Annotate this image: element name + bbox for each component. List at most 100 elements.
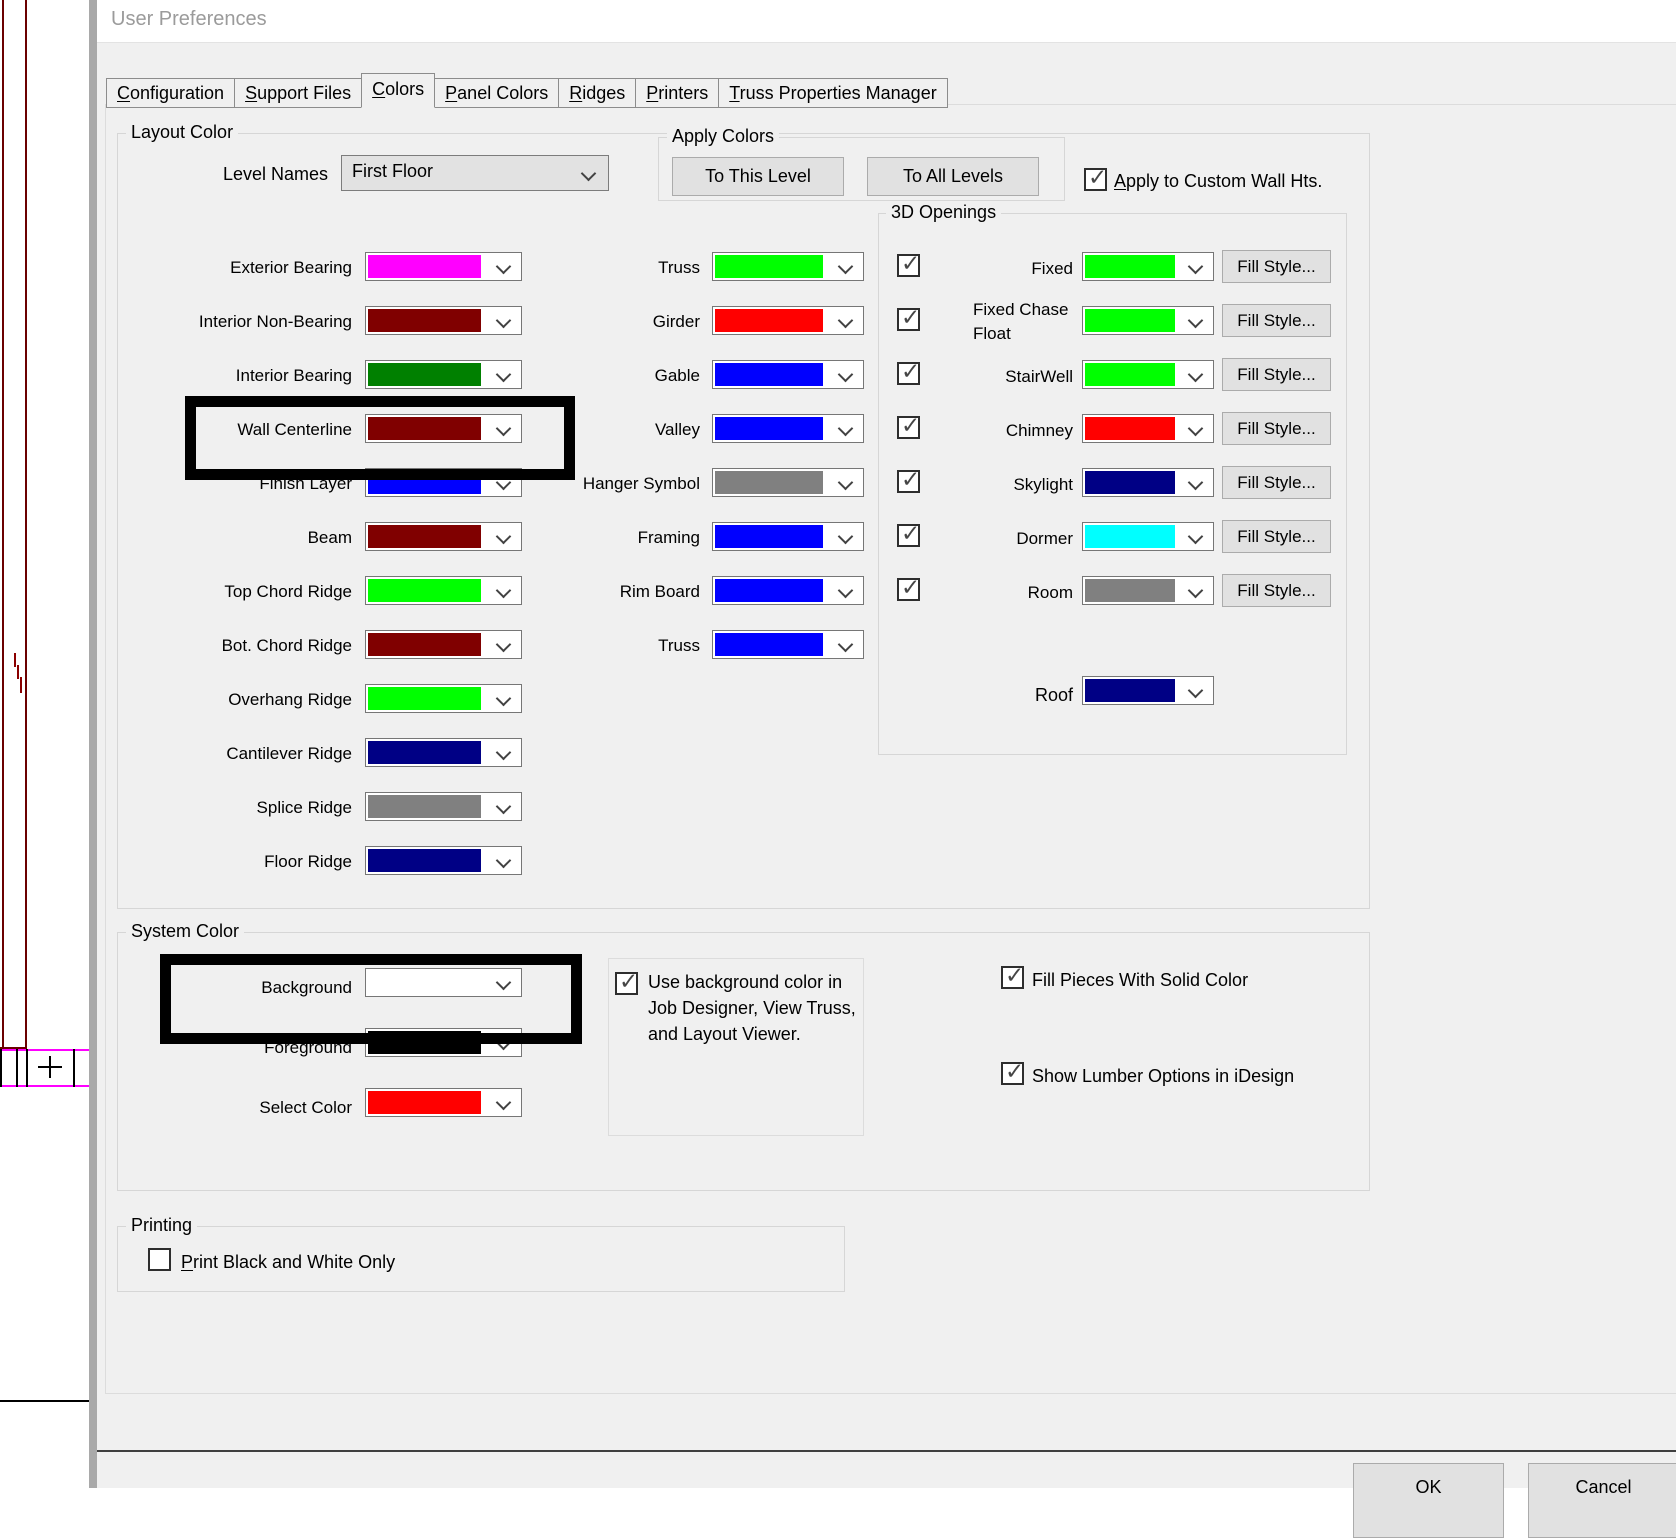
fixed-color-dropdown[interactable] <box>1082 252 1214 281</box>
truss2-color-dropdown[interactable] <box>712 630 864 659</box>
room-color-dropdown[interactable] <box>1082 576 1214 605</box>
ok-button[interactable]: OK <box>1353 1463 1504 1538</box>
cad-line <box>0 1047 27 1049</box>
tab-printers[interactable]: Printers <box>635 78 720 108</box>
truss-label: Truss <box>658 258 700 277</box>
apply-colors-group-label: Apply Colors <box>667 126 780 147</box>
apply-custom-wall-label: Apply to Custom Wall Hts. <box>1114 170 1322 192</box>
stairwell-color-dropdown[interactable] <box>1082 360 1214 389</box>
use-background-label-line1: Use background color in <box>648 972 843 992</box>
use-background-frame <box>608 958 864 1136</box>
chevron-down-icon <box>1187 258 1204 275</box>
screen: { "window": { "title": "User Preferences… <box>0 0 1676 1488</box>
floor-ridge-color-dropdown[interactable] <box>365 846 522 875</box>
label-text: P <box>181 1252 194 1272</box>
cad-line <box>16 1049 18 1087</box>
chevron-down-icon <box>1187 582 1204 599</box>
cancel-button[interactable]: Cancel <box>1528 1463 1676 1538</box>
room-checkbox[interactable] <box>897 574 920 601</box>
splice-ridge-color-dropdown[interactable] <box>365 792 522 821</box>
beam-label: Beam <box>307 528 352 547</box>
tab-label: onfiguration <box>130 83 225 103</box>
tab-truss-properties-manager[interactable]: Truss Properties Manager <box>718 78 948 108</box>
dormer-fill-style-button[interactable]: Fill Style... <box>1222 520 1331 553</box>
splice-ridge-label: Splice Ridge <box>256 798 352 817</box>
background-color-dropdown[interactable] <box>365 968 522 997</box>
dormer-color-dropdown[interactable] <box>1082 522 1214 551</box>
framing-color-dropdown[interactable] <box>712 522 864 551</box>
room-fill-style-button[interactable]: Fill Style... <box>1222 574 1331 607</box>
interior-bearing-label: Interior Bearing <box>235 366 352 385</box>
skylight-checkbox[interactable] <box>897 466 920 493</box>
color-swatch <box>715 417 823 440</box>
use-background-label-line2: Job Designer, View Truss, <box>648 998 856 1018</box>
use-background-checkbox[interactable] <box>615 968 638 995</box>
color-swatch <box>1085 471 1175 494</box>
roof-color-dropdown[interactable] <box>1082 676 1214 705</box>
dormer-checkbox[interactable] <box>897 520 920 547</box>
fill-pieces-label: Fill Pieces With Solid Color <box>1032 970 1249 990</box>
tab-support-files[interactable]: Support Files <box>234 78 363 108</box>
print-bw-checkbox[interactable] <box>148 1248 171 1271</box>
cantilever-ridge-label: Cantilever Ridge <box>226 744 352 763</box>
skylight-fill-style-button[interactable]: Fill Style... <box>1222 466 1331 499</box>
truss-color-dropdown[interactable] <box>712 252 864 281</box>
color-swatch <box>368 633 481 656</box>
overhang-ridge-color-dropdown[interactable] <box>365 684 522 713</box>
tab-panel-colors[interactable]: Panel Colors <box>434 78 560 108</box>
interior-non-bearing-color-dropdown[interactable] <box>365 306 522 335</box>
chevron-down-icon <box>837 474 854 491</box>
color-swatch <box>1085 363 1175 386</box>
tab-colors[interactable]: Colors <box>361 73 436 108</box>
bot-chord-ridge-color-dropdown[interactable] <box>365 630 522 659</box>
skylight-color-dropdown[interactable] <box>1082 468 1214 497</box>
exterior-bearing-color-dropdown[interactable] <box>365 252 522 281</box>
stairwell-checkbox[interactable] <box>897 358 920 385</box>
tab-ridges[interactable]: Ridges <box>558 78 637 108</box>
fixed-chase-float-label-line1: Fixed Chase <box>973 300 1069 319</box>
openings-group-label: 3D Openings <box>886 202 1002 223</box>
tab-label: anel Colors <box>457 83 549 103</box>
color-swatch <box>715 363 823 386</box>
show-lumber-checkbox[interactable] <box>1001 1058 1024 1085</box>
apply-custom-wall-checkbox[interactable] <box>1084 164 1107 191</box>
stairwell-fill-style-button[interactable]: Fill Style... <box>1222 358 1331 391</box>
chevron-down-icon <box>837 366 854 383</box>
dialog-titlebar: User Preferences <box>97 0 1676 43</box>
valley-color-dropdown[interactable] <box>712 414 864 443</box>
color-swatch <box>368 687 481 710</box>
chimney-color-dropdown[interactable] <box>1082 414 1214 443</box>
color-swatch <box>715 255 823 278</box>
top-chord-ridge-color-dropdown[interactable] <box>365 576 522 605</box>
color-swatch <box>715 525 823 548</box>
chevron-down-icon <box>1187 366 1204 383</box>
dialog-body <box>97 43 1676 1488</box>
hanger-symbol-color-dropdown[interactable] <box>712 468 864 497</box>
cantilever-ridge-color-dropdown[interactable] <box>365 738 522 767</box>
fixed-chase-float-color-dropdown[interactable] <box>1082 306 1214 335</box>
beam-color-dropdown[interactable] <box>365 522 522 551</box>
select-color-dropdown[interactable] <box>365 1088 522 1117</box>
to-this-level-button[interactable]: To This Level <box>672 157 844 196</box>
label-text: pply to Custom Wall Hts. <box>1126 171 1323 191</box>
wall-centerline-color-dropdown[interactable] <box>365 414 522 443</box>
chimney-fill-style-button[interactable]: Fill Style... <box>1222 412 1331 445</box>
fixed-fill-style-button[interactable]: Fill Style... <box>1222 250 1331 283</box>
color-swatch <box>1085 579 1175 602</box>
tab-configuration[interactable]: Configuration <box>106 78 236 108</box>
chimney-checkbox[interactable] <box>897 412 920 439</box>
fixed-checkbox[interactable] <box>897 250 920 277</box>
fixed-chase-float-fill-style-button[interactable]: Fill Style... <box>1222 304 1331 337</box>
tab-label: C <box>117 83 130 103</box>
fill-pieces-checkbox[interactable] <box>1001 962 1024 989</box>
use-background-label-line3: and Layout Viewer. <box>648 1024 801 1044</box>
level-names-dropdown[interactable]: First Floor <box>341 155 609 191</box>
chevron-down-icon <box>495 798 512 815</box>
gable-color-dropdown[interactable] <box>712 360 864 389</box>
girder-color-dropdown[interactable] <box>712 306 864 335</box>
interior-bearing-color-dropdown[interactable] <box>365 360 522 389</box>
to-all-levels-button[interactable]: To All Levels <box>867 157 1039 196</box>
fixed-chase-float-checkbox[interactable] <box>897 304 920 331</box>
truss2-label: Truss <box>658 636 700 655</box>
rim-board-color-dropdown[interactable] <box>712 576 864 605</box>
